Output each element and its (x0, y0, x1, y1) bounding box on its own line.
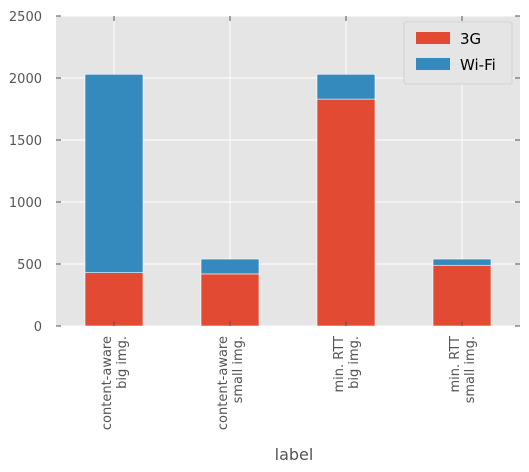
bar-3g-0 (84, 272, 144, 327)
x-tick-label-line: content-aware (216, 336, 231, 430)
bar-wi-fi-1 (200, 258, 260, 275)
y-tick-label: 2000 (9, 72, 42, 87)
svg-text:min. RTTbig img.: min. RTTbig img. (332, 336, 362, 393)
x-tick-label-line: min. RTT (448, 336, 463, 393)
y-tick-label: 500 (17, 258, 42, 273)
x-tick-label: content-awaresmall img. (216, 336, 246, 430)
svg-text:min. RTTsmall img.: min. RTTsmall img. (448, 336, 478, 403)
x-tick-label-line: small img. (463, 336, 478, 403)
x-tick-label-line: big img. (347, 336, 362, 389)
y-tick-label: 0 (34, 320, 42, 335)
x-tick-label-line: content-aware (100, 336, 115, 430)
legend: 3G Wi-Fi (403, 21, 513, 85)
bar-3g-1 (200, 273, 260, 327)
bar-wi-fi-2 (316, 73, 376, 100)
y-tick-label: 2500 (9, 10, 42, 25)
y-tick-label: 1000 (9, 196, 42, 211)
bars (84, 73, 492, 327)
bar-wi-fi-0 (84, 73, 144, 273)
x-tick-label-line: min. RTT (332, 336, 347, 393)
legend-label-0: 3G (460, 30, 481, 48)
x-tick-label-line: big img. (115, 336, 130, 389)
x-tick-label: min. RTTbig img. (332, 336, 362, 393)
bar-wi-fi-3 (432, 258, 492, 266)
x-tick-label-line: small img. (231, 336, 246, 403)
legend-swatch-1 (416, 58, 450, 70)
bar-3g-3 (432, 264, 492, 327)
svg-text:content-awaresmall img.: content-awaresmall img. (216, 336, 246, 430)
x-axis-label: label (275, 445, 314, 464)
y-tick-label: 1500 (9, 134, 42, 149)
svg-text:content-awarebig img.: content-awarebig img. (100, 336, 130, 430)
bar-3g-2 (316, 98, 376, 327)
legend-box (403, 21, 513, 85)
x-tick-label: min. RTTsmall img. (448, 336, 478, 403)
legend-label-1: Wi-Fi (460, 56, 496, 74)
legend-swatch-0 (416, 32, 450, 44)
x-tick-label: content-awarebig img. (100, 336, 130, 430)
